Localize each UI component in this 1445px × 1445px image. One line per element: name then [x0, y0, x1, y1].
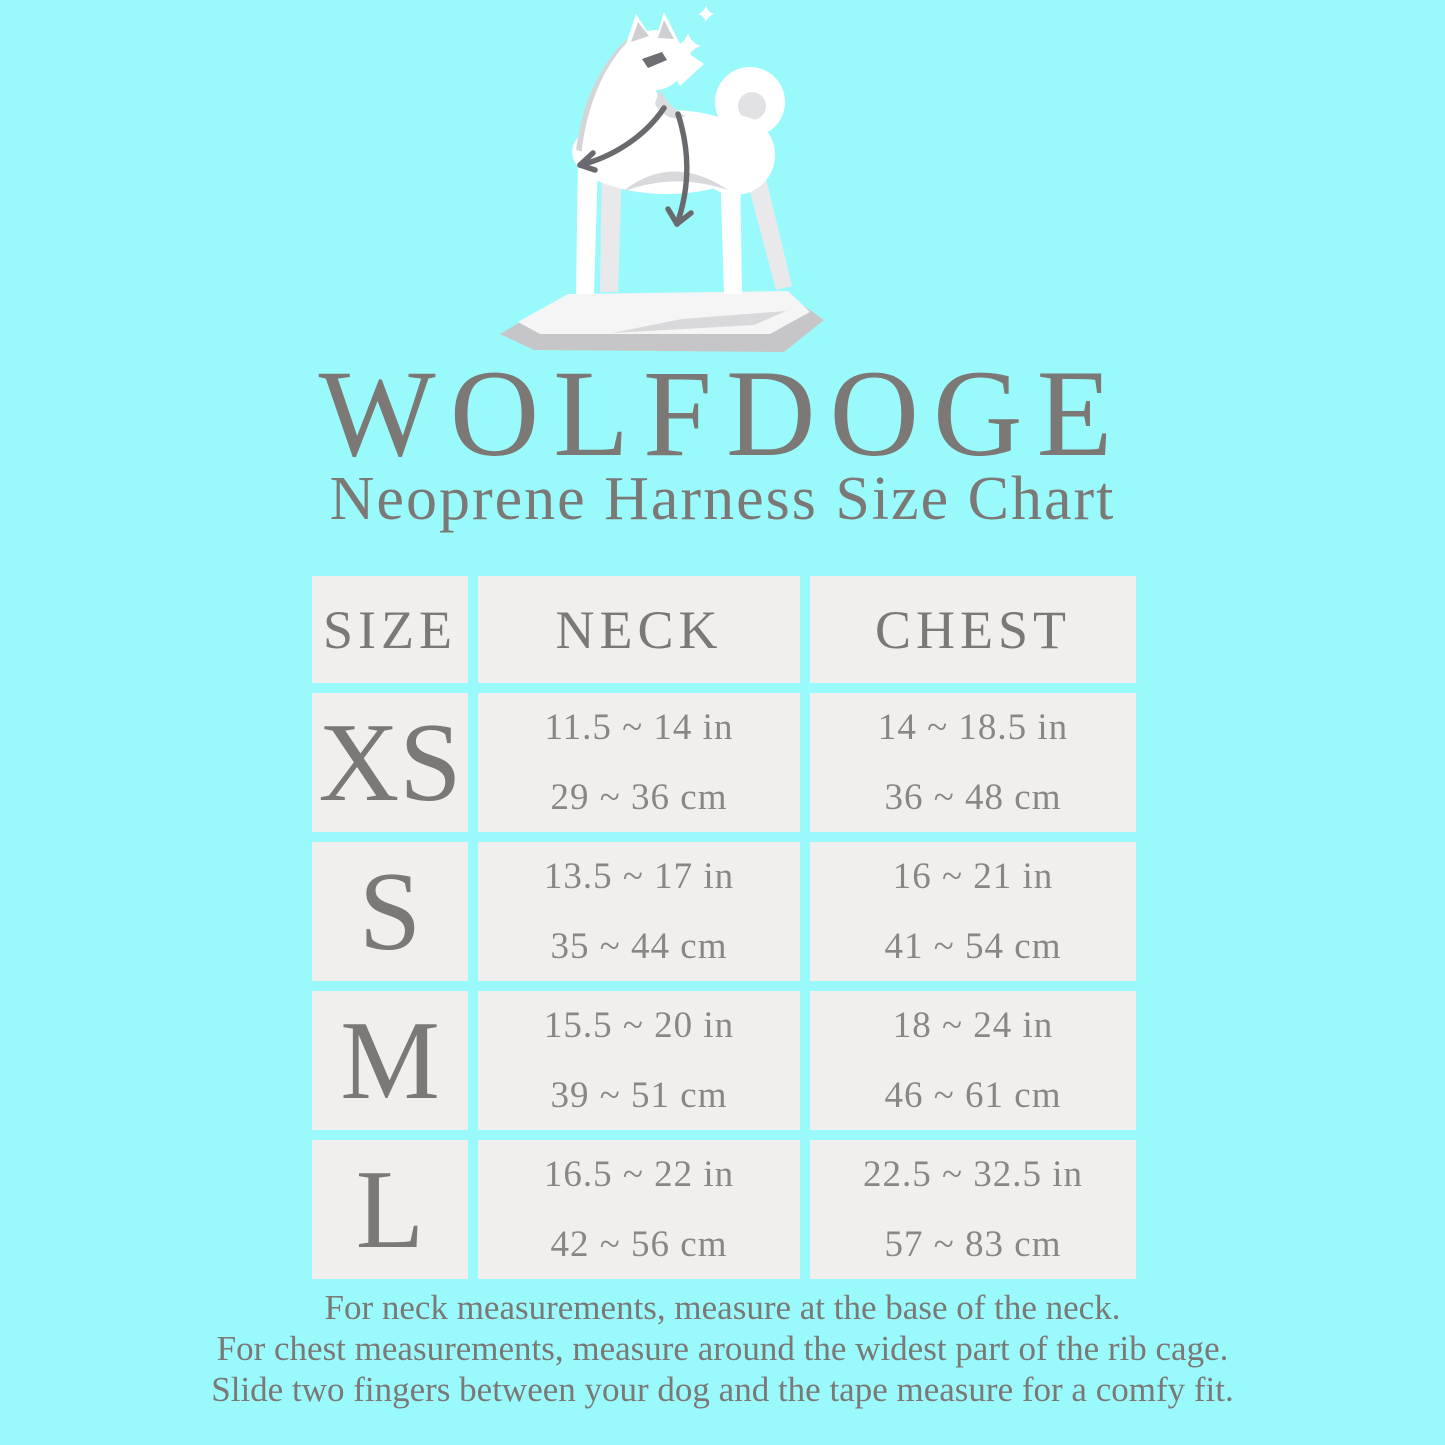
instruction-line-fit: Slide two fingers between your dog and t… [211, 1370, 1234, 1409]
dog-body [572, 12, 792, 294]
size-table: SIZE NECK CHEST XS 11.5 ~ 14 in 29 ~ 36 … [312, 576, 1136, 1279]
neck-range-s-cm: 35 ~ 44 cm [550, 925, 728, 967]
neck-range-m: 15.5 ~ 20 in 39 ~ 51 cm [478, 991, 800, 1130]
neck-range-m-cm: 39 ~ 51 cm [550, 1074, 728, 1116]
instruction-line-chest: For chest measurements, measure around t… [216, 1329, 1229, 1368]
chest-range-l-cm: 57 ~ 83 cm [884, 1223, 1062, 1265]
chart-subtitle: Neoprene Harness Size Chart [329, 465, 1116, 533]
neck-range-s-in: 13.5 ~ 17 in [543, 856, 735, 898]
chest-range-xs-in: 14 ~ 18.5 in [877, 707, 1069, 749]
chest-range-xs: 14 ~ 18.5 in 36 ~ 48 cm [810, 693, 1136, 832]
size-label-s: S [312, 842, 468, 981]
neck-range-xs: 11.5 ~ 14 in 29 ~ 36 cm [478, 693, 800, 832]
col-header-neck: NECK [478, 576, 800, 683]
dog-eye [642, 52, 667, 68]
chest-range-l-in: 22.5 ~ 32.5 in [862, 1154, 1084, 1196]
chest-range-m: 18 ~ 24 in 46 ~ 61 cm [810, 991, 1136, 1130]
size-label-m: M [312, 991, 468, 1130]
instruction-line-neck: For neck measurements, measure at the ba… [324, 1288, 1121, 1327]
rock-illustration [500, 291, 824, 352]
measuring-instructions: For neck measurements, measure at the ba… [0, 1287, 1445, 1410]
size-label-l: L [312, 1140, 468, 1279]
measuring-tape-lines [577, 105, 694, 227]
chest-range-s-cm: 41 ~ 54 cm [884, 925, 1062, 967]
dog-illustration [500, 6, 824, 352]
size-label-xs: XS [312, 693, 468, 832]
chest-range-l: 22.5 ~ 32.5 in 57 ~ 83 cm [810, 1140, 1136, 1279]
chest-range-m-in: 18 ~ 24 in [892, 1005, 1054, 1047]
chest-range-m-cm: 46 ~ 61 cm [884, 1074, 1062, 1116]
brand-title: WOLFDOGE [318, 345, 1127, 482]
neck-range-l: 16.5 ~ 22 in 42 ~ 56 cm [478, 1140, 800, 1279]
col-header-size: SIZE [312, 576, 468, 683]
neck-measure-arrow [577, 105, 667, 168]
neck-range-l-in: 16.5 ~ 22 in [543, 1154, 735, 1196]
neck-range-xs-in: 11.5 ~ 14 in [544, 707, 734, 749]
chest-range-s-in: 16 ~ 21 in [892, 856, 1054, 898]
neck-range-xs-cm: 29 ~ 36 cm [550, 776, 728, 818]
neck-range-l-cm: 42 ~ 56 cm [550, 1223, 728, 1265]
chest-measure-arrow [674, 111, 690, 227]
chest-range-xs-cm: 36 ~ 48 cm [884, 776, 1062, 818]
neck-range-s: 13.5 ~ 17 in 35 ~ 44 cm [478, 842, 800, 981]
col-header-chest: CHEST [810, 576, 1136, 683]
chest-range-s: 16 ~ 21 in 41 ~ 54 cm [810, 842, 1136, 981]
neck-range-m-in: 15.5 ~ 20 in [543, 1005, 735, 1047]
sparkle-icon [675, 6, 714, 59]
